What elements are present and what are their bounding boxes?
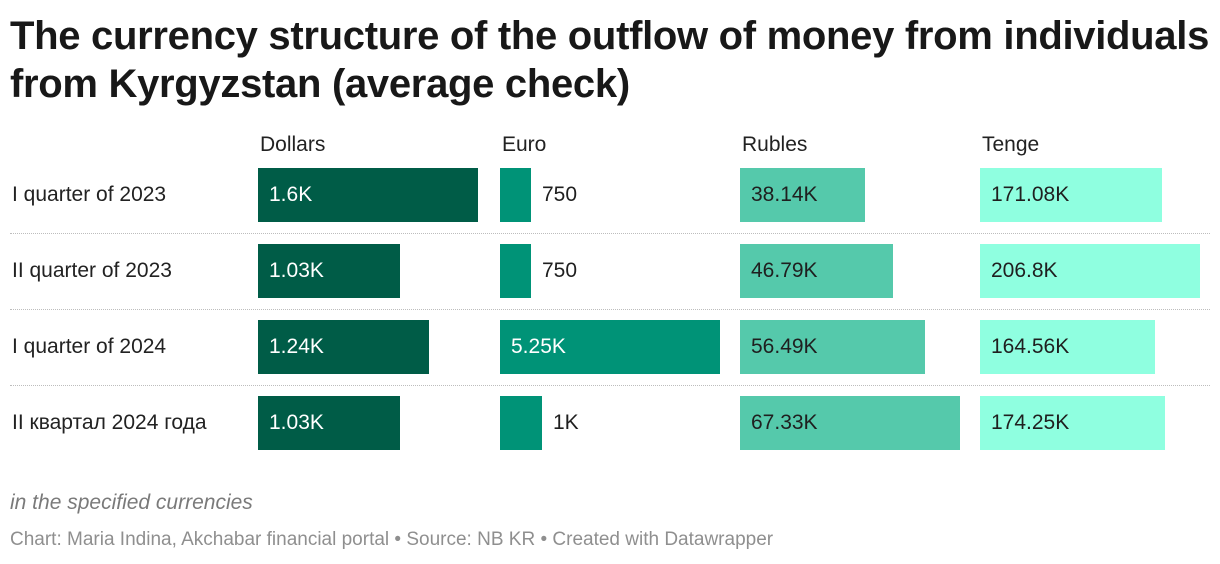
row-separator [10, 309, 1210, 310]
bar-dollars [258, 320, 429, 374]
bar-tenge [980, 244, 1200, 298]
column-header-rubles: Rubles [742, 133, 808, 156]
column-header-tenge: Tenge [982, 133, 1040, 156]
bar-tenge [980, 396, 1165, 450]
column-header-dollars: Dollars [260, 133, 326, 156]
bar-tenge [980, 168, 1162, 222]
chart-source: Chart: Maria Indina, Akchabar financial … [10, 529, 774, 550]
row-separator [10, 233, 1210, 234]
data-label: 56.49K [751, 335, 818, 358]
bar-euro [500, 396, 542, 450]
bar-euro [500, 244, 531, 298]
column-header-euro: Euro [502, 133, 547, 156]
row-label: I quarter of 2024 [12, 335, 167, 358]
bar-rubles [740, 244, 893, 298]
bar-rubles [740, 168, 865, 222]
row-label: II квартал 2024 года [12, 411, 207, 434]
bar-tenge [980, 320, 1155, 374]
data-label: 1.24K [269, 335, 324, 358]
bar-dollars [258, 168, 478, 222]
data-label: 1K [553, 411, 579, 434]
bar-euro [500, 320, 720, 374]
data-label: 1.03K [269, 259, 324, 282]
bar-rubles [740, 396, 960, 450]
data-label: 750 [542, 259, 578, 282]
data-label: 67.33K [751, 411, 818, 434]
data-label: 164.56K [991, 335, 1070, 358]
bar-dollars [258, 396, 400, 450]
row-separator [10, 385, 1210, 386]
data-label: 46.79K [751, 259, 818, 282]
data-label: 38.14K [751, 183, 818, 206]
data-label: 1.6K [269, 183, 313, 206]
chart-title: The currency structure of the outflow of… [10, 14, 1210, 106]
data-label: 1.03K [269, 411, 324, 434]
bar-euro [500, 168, 531, 222]
data-label: 171.08K [991, 183, 1070, 206]
bar-chart: Dollars Euro Rubles Tenge I quarter of 2023 I… [0, 120, 1220, 470]
row-label: II quarter of 2023 [12, 259, 172, 282]
row-label: I quarter of 2023 [12, 183, 167, 206]
bar-rubles [740, 320, 925, 374]
chart-note: in the specified currencies [10, 491, 253, 514]
data-label: 174.25K [991, 411, 1070, 434]
data-label: 5.25K [511, 335, 566, 358]
data-label: 206.8K [991, 259, 1058, 282]
bar-dollars [258, 244, 400, 298]
data-label: 750 [542, 183, 578, 206]
